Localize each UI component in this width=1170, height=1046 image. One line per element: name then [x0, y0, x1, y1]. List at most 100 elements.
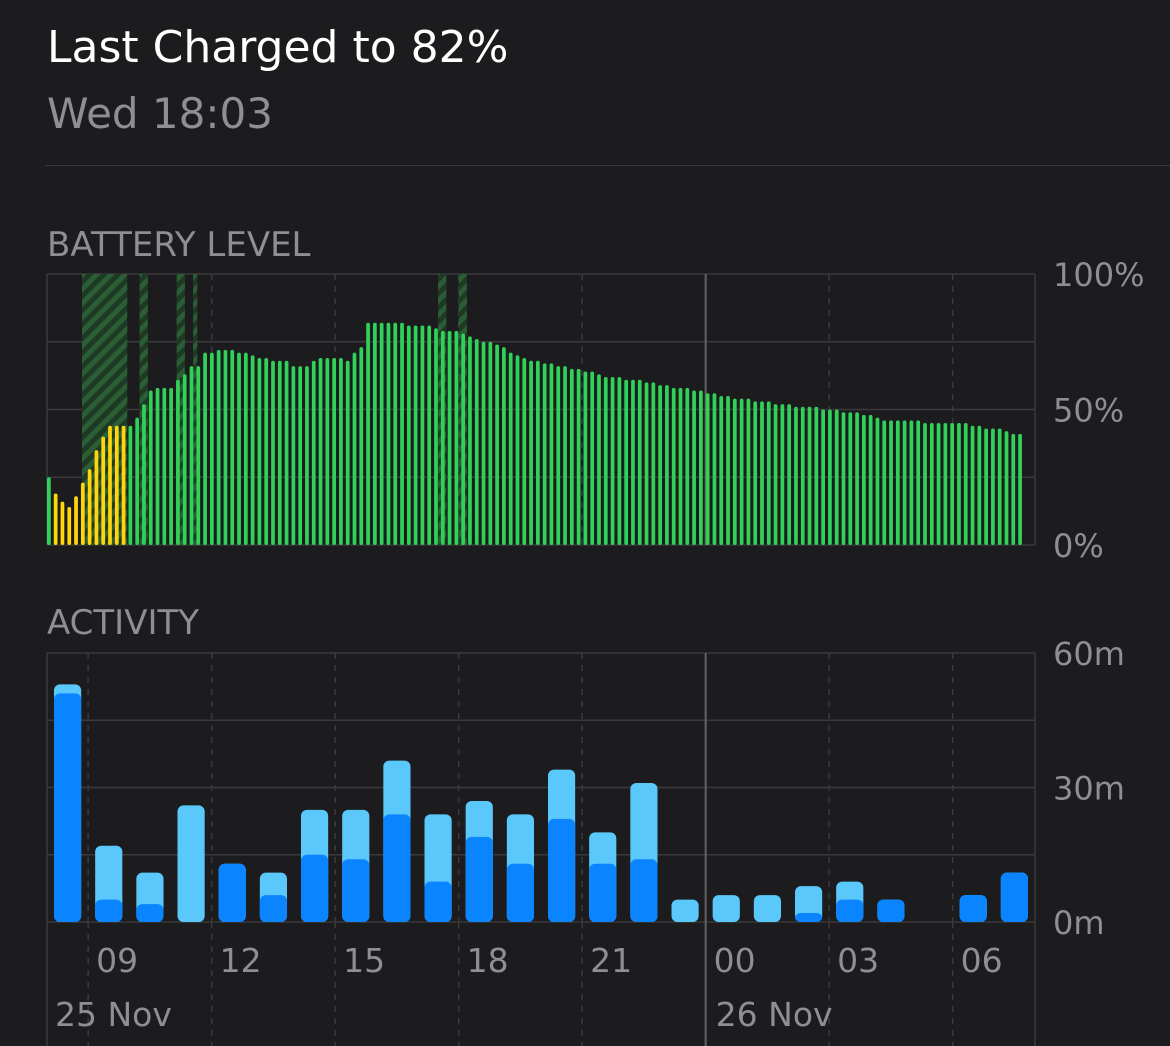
battery-bar [556, 366, 561, 545]
battery-bar [834, 409, 839, 545]
battery-bar [597, 374, 601, 545]
battery-bar [420, 325, 425, 545]
battery-bar [936, 423, 941, 545]
battery-bar [576, 368, 581, 545]
battery-bar [305, 366, 309, 545]
battery-bar [352, 352, 357, 545]
battery-bar [814, 406, 819, 545]
battery-bar [794, 406, 798, 545]
activity-bar-screen-on [836, 899, 864, 922]
battery-bar [74, 496, 78, 545]
battery-bar [522, 358, 527, 545]
battery-bar [230, 349, 235, 545]
battery-level-title: BATTERY LEVEL [47, 225, 311, 265]
activity-bar-screen-on [424, 881, 452, 922]
battery-bar [495, 344, 499, 545]
battery-bar [529, 360, 533, 545]
battery-bar [114, 425, 119, 545]
battery-bar [413, 325, 418, 545]
activity-chart: 60m 30m 0m [46, 635, 1125, 942]
date-label: 25 Nov [55, 995, 172, 1034]
time-tick-label: 12 [220, 941, 262, 980]
battery-bar [923, 423, 927, 545]
activity-bar-screen-on [259, 895, 288, 922]
battery-bar [658, 385, 662, 545]
battery-bar [1018, 433, 1022, 545]
battery-bar [766, 401, 771, 545]
battery-bar [773, 404, 778, 545]
battery-bar [515, 355, 520, 545]
header-divider [45, 165, 1170, 166]
battery-bar [176, 379, 180, 545]
activity-bar-screen-on [630, 859, 658, 922]
battery-bar [318, 358, 323, 545]
last-charged-time: Wed 18:03 [47, 89, 273, 138]
battery-bar [712, 393, 717, 545]
battery-ytick-label: 50% [1053, 392, 1124, 430]
activity-ytick-label: 0m [1053, 904, 1105, 942]
activity-bar-screen-off [712, 895, 740, 922]
battery-bar [732, 398, 737, 545]
battery-bar [142, 404, 146, 545]
battery-bar [726, 395, 730, 545]
battery-bar [427, 325, 432, 545]
battery-bar [53, 493, 58, 545]
activity-bar-screen-on [959, 895, 987, 922]
time-tick-label: 03 [837, 941, 879, 980]
battery-bar [821, 409, 825, 545]
battery-bar [957, 423, 961, 545]
battery-bar [943, 423, 948, 545]
battery-bar [889, 420, 893, 545]
battery-bar [984, 428, 988, 545]
time-tick-label: 00 [714, 941, 756, 980]
battery-bar [875, 417, 880, 545]
battery-bar [685, 387, 690, 545]
battery-bar [434, 328, 438, 545]
activity-bar-screen-on [300, 854, 329, 922]
battery-bar [488, 341, 493, 545]
activity-bar-screen-on [589, 863, 617, 922]
battery-bar [237, 352, 241, 545]
battery-bar [128, 425, 133, 545]
battery-bar [80, 482, 85, 545]
battery-bar [637, 379, 642, 545]
activity-bar-screen-off [671, 899, 699, 922]
activity-bar-screen-off [177, 805, 205, 922]
battery-bar [121, 425, 126, 545]
activity-bar-screen-on [547, 818, 576, 922]
time-tick-label: 18 [467, 941, 509, 980]
battery-bar [760, 401, 764, 545]
battery-bar [610, 376, 615, 545]
battery-bar [271, 360, 275, 545]
battery-bar [447, 330, 452, 545]
battery-bar [60, 501, 65, 545]
battery-bar [196, 366, 201, 545]
battery-bar [108, 425, 112, 545]
battery-bar [746, 398, 751, 545]
battery-bar [101, 436, 106, 545]
battery-bar [787, 404, 792, 545]
time-tick-label: 06 [961, 941, 1003, 980]
battery-bar [963, 423, 968, 545]
battery-bar [189, 366, 194, 545]
battery-bar [895, 420, 900, 545]
time-tick-label: 21 [590, 941, 632, 980]
battery-bar [67, 507, 72, 545]
battery-bar [135, 417, 140, 545]
activity-bar-screen-on [136, 904, 164, 922]
activity-bar-screen-off [753, 895, 782, 922]
activity-bar-screen-on [342, 859, 370, 922]
battery-bar [311, 360, 316, 545]
battery-bar [590, 371, 595, 545]
battery-bar [386, 322, 391, 545]
battery-bar [950, 423, 955, 545]
battery-bar [909, 420, 914, 545]
battery-bar [223, 349, 228, 545]
battery-bar [631, 379, 635, 545]
battery-ytick-label: 100% [1053, 256, 1144, 294]
battery-bar [644, 382, 649, 545]
battery-bar [155, 387, 160, 545]
battery-bar [298, 366, 303, 545]
battery-bar [671, 387, 676, 545]
